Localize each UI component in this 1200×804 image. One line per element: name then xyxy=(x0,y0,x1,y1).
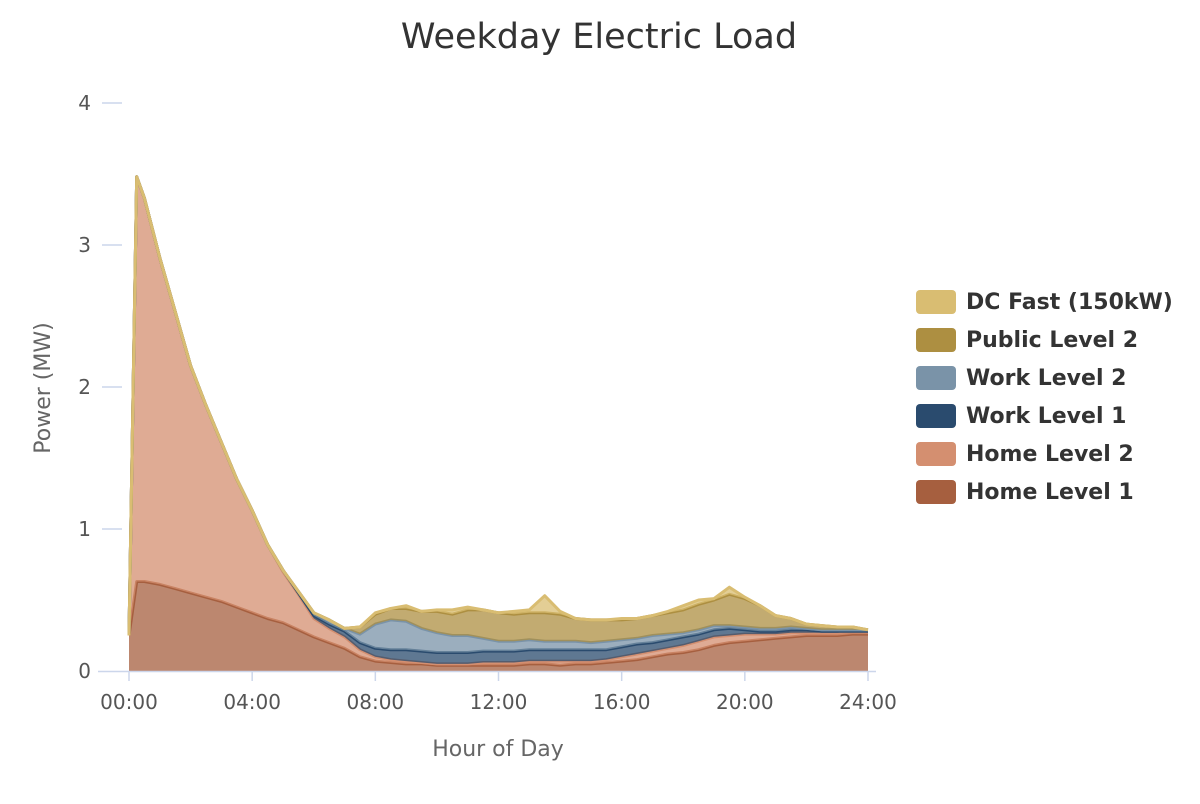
legend-label: Work Level 2 xyxy=(966,365,1127,391)
x-tick-label: 12:00 xyxy=(470,690,528,714)
chart-legend: DC Fast (150kW) Public Level 2 Work Level … xyxy=(916,283,1196,511)
legend-label: DC Fast (150kW) xyxy=(966,289,1173,315)
x-tick-label: 20:00 xyxy=(716,690,774,714)
x-tick-label: 24:00 xyxy=(839,690,897,714)
legend-label: Public Level 2 xyxy=(966,327,1139,353)
legend-item-home-level-2[interactable]: Home Level 2 xyxy=(916,435,1196,473)
legend-label: Home Level 1 xyxy=(966,479,1134,505)
legend-swatch xyxy=(916,366,956,390)
x-tick-label: 00:00 xyxy=(100,690,158,714)
legend-swatch xyxy=(916,404,956,428)
series-area-home-level-1 xyxy=(129,581,868,671)
y-axis-title: Power (MW) xyxy=(31,322,56,453)
legend-item-dc-fast-150kw[interactable]: DC Fast (150kW) xyxy=(916,283,1196,321)
x-tick-label: 04:00 xyxy=(223,690,281,714)
legend-swatch xyxy=(916,442,956,466)
x-axis-title: Hour of Day xyxy=(432,737,564,762)
legend-label: Work Level 1 xyxy=(966,403,1127,429)
chart-title: Weekday Electric Load xyxy=(401,17,797,57)
legend-item-work-level-2[interactable]: Work Level 2 xyxy=(916,359,1196,397)
legend-label: Home Level 2 xyxy=(966,441,1134,467)
x-tick-label: 08:00 xyxy=(347,690,405,714)
legend-item-work-level-1[interactable]: Work Level 1 xyxy=(916,397,1196,435)
legend-item-home-level-1[interactable]: Home Level 1 xyxy=(916,473,1196,511)
y-tick-label: 1 xyxy=(78,517,91,541)
plot-area xyxy=(127,175,869,671)
y-tick-label: 3 xyxy=(78,233,91,257)
series-line-dc-fast-150kw xyxy=(127,175,869,636)
legend-swatch xyxy=(916,328,956,352)
axes: 00:00 04:00 08:00 12:00 16:00 20:00 24:00 0 1 2 3 4 xyxy=(78,91,897,714)
legend-swatch xyxy=(916,480,956,504)
legend-swatch xyxy=(916,290,956,314)
y-tick-label: 0 xyxy=(78,659,91,683)
y-tick-label: 2 xyxy=(78,375,91,399)
legend-item-public-level-2[interactable]: Public Level 2 xyxy=(916,321,1196,359)
y-tick-label: 4 xyxy=(78,91,91,115)
x-tick-label: 16:00 xyxy=(593,690,651,714)
series-area-home-level-2 xyxy=(129,176,868,666)
